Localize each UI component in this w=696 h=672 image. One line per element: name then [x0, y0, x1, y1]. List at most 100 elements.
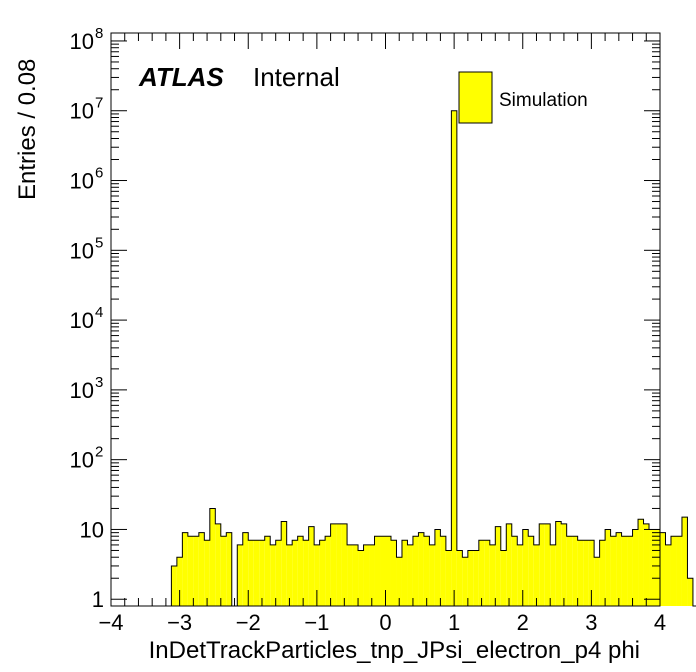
histogram-bar: [610, 536, 617, 606]
histogram-bar: [566, 536, 573, 606]
y-tick-exponent: 6: [95, 165, 103, 182]
histogram-bar: [654, 529, 660, 606]
histogram-bar: [583, 540, 589, 606]
histogram-bar: [314, 544, 320, 606]
y-tick-label: 10: [80, 517, 104, 542]
histogram-bar: [522, 529, 529, 606]
histogram-bar: [209, 508, 216, 606]
histogram-bar: [588, 540, 595, 606]
histogram-bar: [253, 540, 260, 606]
histogram-bar: [605, 529, 611, 606]
histogram-bar: [533, 544, 540, 606]
histogram-bar: [259, 540, 265, 606]
y-axis-title: Entries / 0.08: [14, 59, 41, 200]
histogram-bar: [687, 578, 693, 606]
histogram-bar: [511, 536, 518, 606]
histogram-bars: [165, 110, 696, 607]
x-tick-label: −4: [98, 610, 123, 635]
histogram-bar: [423, 536, 430, 606]
histogram-bar: [303, 540, 309, 606]
histogram-bar: [500, 550, 507, 606]
histogram-bar: [649, 529, 655, 606]
histogram-bar: [270, 544, 276, 606]
histogram-bar: [363, 544, 370, 606]
atlas-label: ATLAS: [138, 62, 224, 92]
histogram-bar: [215, 523, 221, 606]
y-tick-label: 10: [70, 99, 94, 124]
histogram-bar: [341, 523, 348, 606]
histogram-outline: [165, 110, 696, 607]
histogram-bar: [374, 536, 381, 606]
histogram-bar: [369, 544, 375, 606]
plot-border: [110, 32, 661, 607]
plot-frame: [111, 33, 660, 606]
histogram-bar: [599, 540, 606, 606]
histogram-bar: [286, 544, 293, 606]
y-tick-exponent: 8: [95, 25, 103, 42]
histogram-bar: [434, 529, 441, 606]
histogram-bar: [319, 540, 326, 606]
legend-label-simulation: Simulation: [499, 90, 588, 111]
histogram-bar: [643, 523, 650, 606]
histogram-bar: [506, 523, 512, 606]
histogram-bar: [445, 550, 452, 606]
histogram-bar: [325, 536, 331, 606]
x-tick-label: −2: [236, 610, 261, 635]
histogram-bar: [632, 529, 639, 606]
x-tick-label: 2: [517, 610, 529, 635]
histogram-bar: [451, 110, 457, 606]
x-tick-label: 4: [654, 610, 666, 635]
histogram-bar: [429, 544, 435, 606]
histogram-bar: [401, 540, 408, 606]
histogram-bar: [336, 523, 342, 606]
axis-ticks: [110, 33, 661, 606]
x-axis-title: InDetTrackParticles_tnp_JPsi_electron_p4…: [149, 637, 640, 664]
x-tick-labels: −4 −3 −2 −1 0 1 2 3 4: [98, 610, 666, 635]
histogram-bar: [670, 536, 677, 606]
histogram-bar: [248, 540, 254, 606]
histogram-bar: [237, 544, 243, 606]
x-tick-label: −3: [167, 610, 192, 635]
histogram-bar: [204, 540, 210, 606]
histogram-bar: [308, 526, 315, 606]
histogram-bar: [242, 532, 249, 606]
y-tick-exponent: 4: [95, 304, 103, 321]
histogram-bar: [627, 536, 633, 606]
histogram-bar: [198, 532, 205, 606]
histogram-bar: [681, 517, 688, 606]
internal-label: Internal: [253, 62, 340, 92]
y-tick-label: 10: [70, 29, 94, 54]
y-tick-label: 10: [70, 238, 94, 263]
histogram-bar: [330, 523, 337, 606]
histogram-bar: [544, 523, 551, 606]
x-tick-label: 3: [585, 610, 597, 635]
y-tick-exponent: 5: [95, 234, 103, 251]
y-tick-label: 10: [70, 308, 94, 333]
y-tick-label: 10: [70, 378, 94, 403]
histogram-bar: [517, 544, 523, 606]
histogram-bar: [489, 544, 496, 606]
x-tick-label: 1: [448, 610, 460, 635]
histogram-bar: [572, 536, 578, 606]
histogram-bar: [390, 540, 397, 606]
histogram-bar: [352, 544, 359, 606]
histogram-bar: [555, 521, 562, 606]
histogram-bar: [550, 544, 556, 606]
histogram-bar: [171, 565, 177, 606]
histogram-bar: [385, 536, 391, 606]
y-tick-exponent: 2: [95, 444, 103, 461]
histogram-bar: [462, 557, 468, 606]
histogram-bar: [407, 544, 413, 606]
histogram-bar: [528, 536, 534, 606]
histogram-bar: [347, 544, 353, 606]
histogram-bar: [660, 532, 666, 606]
histogram-bar: [412, 536, 419, 606]
y-tick-label: 10: [70, 169, 94, 194]
x-tick-label: −1: [304, 610, 329, 635]
histogram-bar: [561, 523, 567, 606]
y-tick-exponent: 7: [95, 95, 103, 112]
histogram-bar: [292, 540, 298, 606]
y-tick-label: 10: [70, 448, 94, 473]
histogram-bar: [220, 536, 227, 606]
